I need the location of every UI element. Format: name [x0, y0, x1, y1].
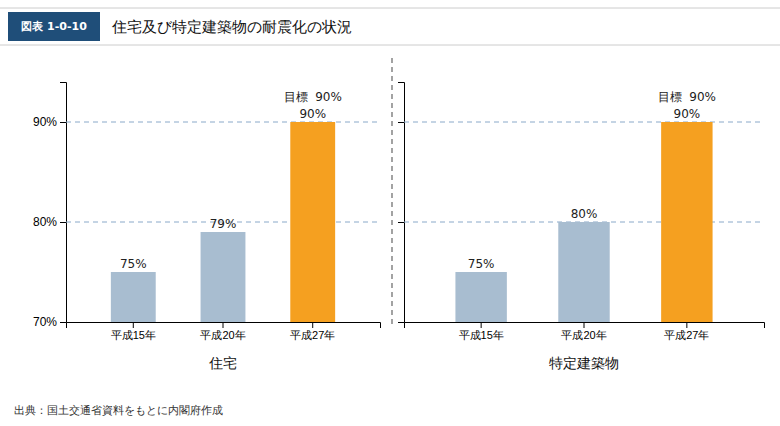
y-axis — [398, 83, 405, 323]
figure-label: 図表 1-0-10 — [21, 20, 87, 33]
bar — [661, 122, 712, 322]
x-axis-title: 特定建築物 — [549, 355, 619, 371]
y-tick-mark — [60, 222, 66, 223]
y-tick: 80% — [33, 215, 66, 229]
y-tick — [398, 222, 404, 223]
y-axis-line — [60, 83, 67, 323]
header-rule-top — [0, 8, 780, 9]
x-tick-mark — [312, 322, 313, 328]
x-axis-title: 住宅 — [208, 355, 237, 371]
bar — [558, 222, 609, 322]
x-tick-label: 平成20年 — [561, 329, 606, 341]
panel-divider — [391, 58, 392, 326]
y-tick-label: 70% — [33, 315, 57, 329]
chart-title: 住宅及び特定建築物の耐震化の状況 — [111, 18, 352, 36]
chart-svg: 図表 1-0-10住宅及び特定建築物の耐震化の状況70%80%90%平成15年平… — [0, 0, 780, 426]
x-tick: 平成15年 — [459, 322, 504, 341]
bar — [201, 232, 246, 322]
y-tick-label: 90% — [33, 115, 57, 129]
x-axis-line — [405, 323, 765, 329]
x-tick: 平成20年 — [200, 322, 245, 341]
x-tick: 平成27年 — [290, 322, 335, 341]
y-tick — [398, 322, 404, 323]
x-tick-label: 平成15年 — [459, 329, 504, 341]
y-tick — [398, 122, 404, 123]
x-tick-label: 平成27年 — [290, 329, 335, 341]
x-axis: 平成15年 平成20年 平成27年 — [405, 322, 765, 341]
x-axis: 平成15年 平成20年 平成27年 — [67, 322, 381, 341]
plot-area — [66, 122, 380, 322]
x-axis-line — [67, 323, 381, 329]
y-tick-mark — [398, 222, 404, 223]
y-tick: 90% — [33, 115, 66, 129]
x-tick-label: 平成20年 — [200, 329, 245, 341]
bar — [111, 272, 156, 322]
panel: 平成15年 平成20年 平成27年 75% 80% 90% 目標 90% 特定建築物 — [398, 83, 765, 372]
x-tick-label: 平成27年 — [664, 329, 709, 341]
y-tick-mark — [398, 122, 404, 123]
bar — [455, 272, 506, 322]
header-rule-bottom — [0, 45, 780, 46]
y-tick-mark — [60, 122, 66, 123]
footnote: 出典：国土交通省資料をもとに内閣府作成 — [14, 404, 223, 417]
data-label: 75% — [120, 257, 147, 271]
x-tick-mark — [584, 322, 585, 328]
x-tick-label: 平成15年 — [111, 329, 156, 341]
panel: 70% 80% 90% 平成15年 平成20年 平成27年 75% 79% 90% 目標 90% 住… — [33, 83, 381, 372]
title-badge — [8, 12, 100, 41]
y-tick-mark — [60, 322, 66, 323]
x-tick-mark — [481, 322, 482, 328]
annotation: 目標 90% — [658, 90, 716, 104]
data-label: 75% — [468, 257, 495, 271]
x-tick: 平成15年 — [111, 322, 156, 341]
bar — [290, 122, 335, 322]
y-tick-label: 80% — [33, 215, 57, 229]
x-tick: 平成20年 — [561, 322, 606, 341]
data-label: 79% — [210, 217, 237, 231]
y-tick-mark — [398, 322, 404, 323]
x-tick-mark — [133, 322, 134, 328]
plot-area — [404, 122, 764, 322]
data-label: 90% — [674, 107, 701, 121]
data-label: 80% — [571, 207, 598, 221]
data-label: 90% — [299, 107, 326, 121]
y-axis-line — [398, 83, 405, 323]
x-tick: 平成27年 — [664, 322, 709, 341]
x-tick-mark — [223, 322, 224, 328]
y-tick: 70% — [33, 315, 66, 329]
y-axis: 70% 80% 90% — [33, 83, 67, 330]
x-tick-mark — [686, 322, 687, 328]
annotation: 目標 90% — [284, 90, 342, 104]
